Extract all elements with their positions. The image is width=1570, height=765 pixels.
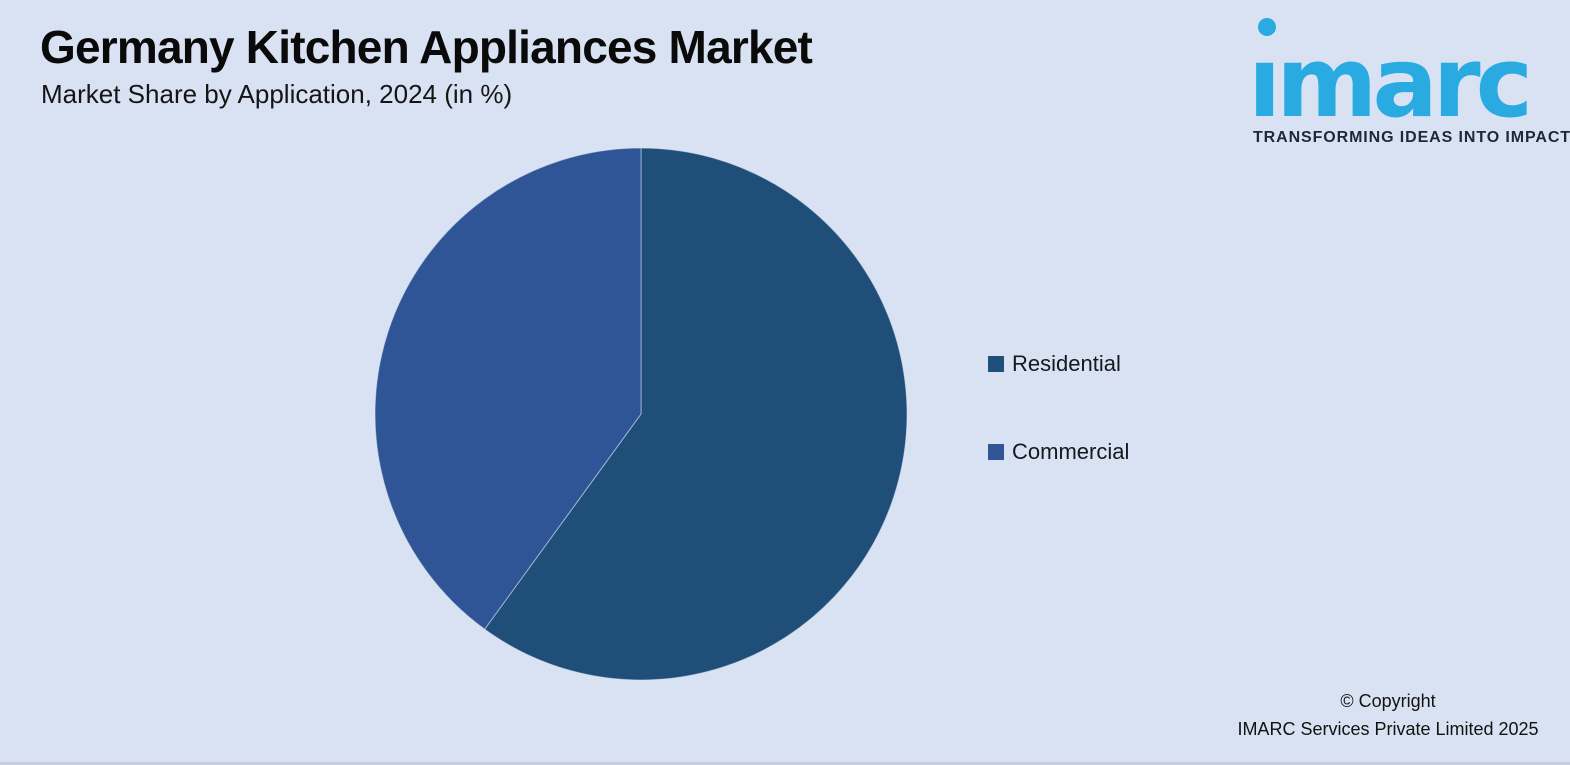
pie-slice-commercial [374,147,642,630]
imarc-tagline: TRANSFORMING IDEAS INTO IMPACT [1253,129,1570,146]
page-subtitle: Market Share by Application, 2024 (in %) [41,79,513,109]
legend-label-commercial: Commercial [1012,439,1130,464]
copyright-line2: IMARC Services Private Limited 2025 [1237,718,1539,739]
pie-slice-residential [483,147,908,681]
imarc-wordmark: ımarc [1248,26,1533,139]
page-title: Germany Kitchen Appliances Market [40,21,813,73]
imarc-logo-dot-icon [1258,18,1276,36]
copyright-notice: © Copyright IMARC Services Private Limit… [1228,688,1548,744]
pie-chart [374,147,908,681]
legend-item-residential: Residential [988,351,1121,377]
copyright-line1: © Copyright [1340,691,1436,711]
legend-item-commercial: Commercial [988,439,1129,465]
pie-chart-container [374,147,908,681]
imarc-logo: ımarc TRANSFORMING IDEAS INTO IMPACT [1248,10,1570,150]
legend-label-residential: Residential [1012,351,1121,376]
legend-swatch-commercial [988,444,1004,460]
legend-swatch-residential [988,356,1004,372]
